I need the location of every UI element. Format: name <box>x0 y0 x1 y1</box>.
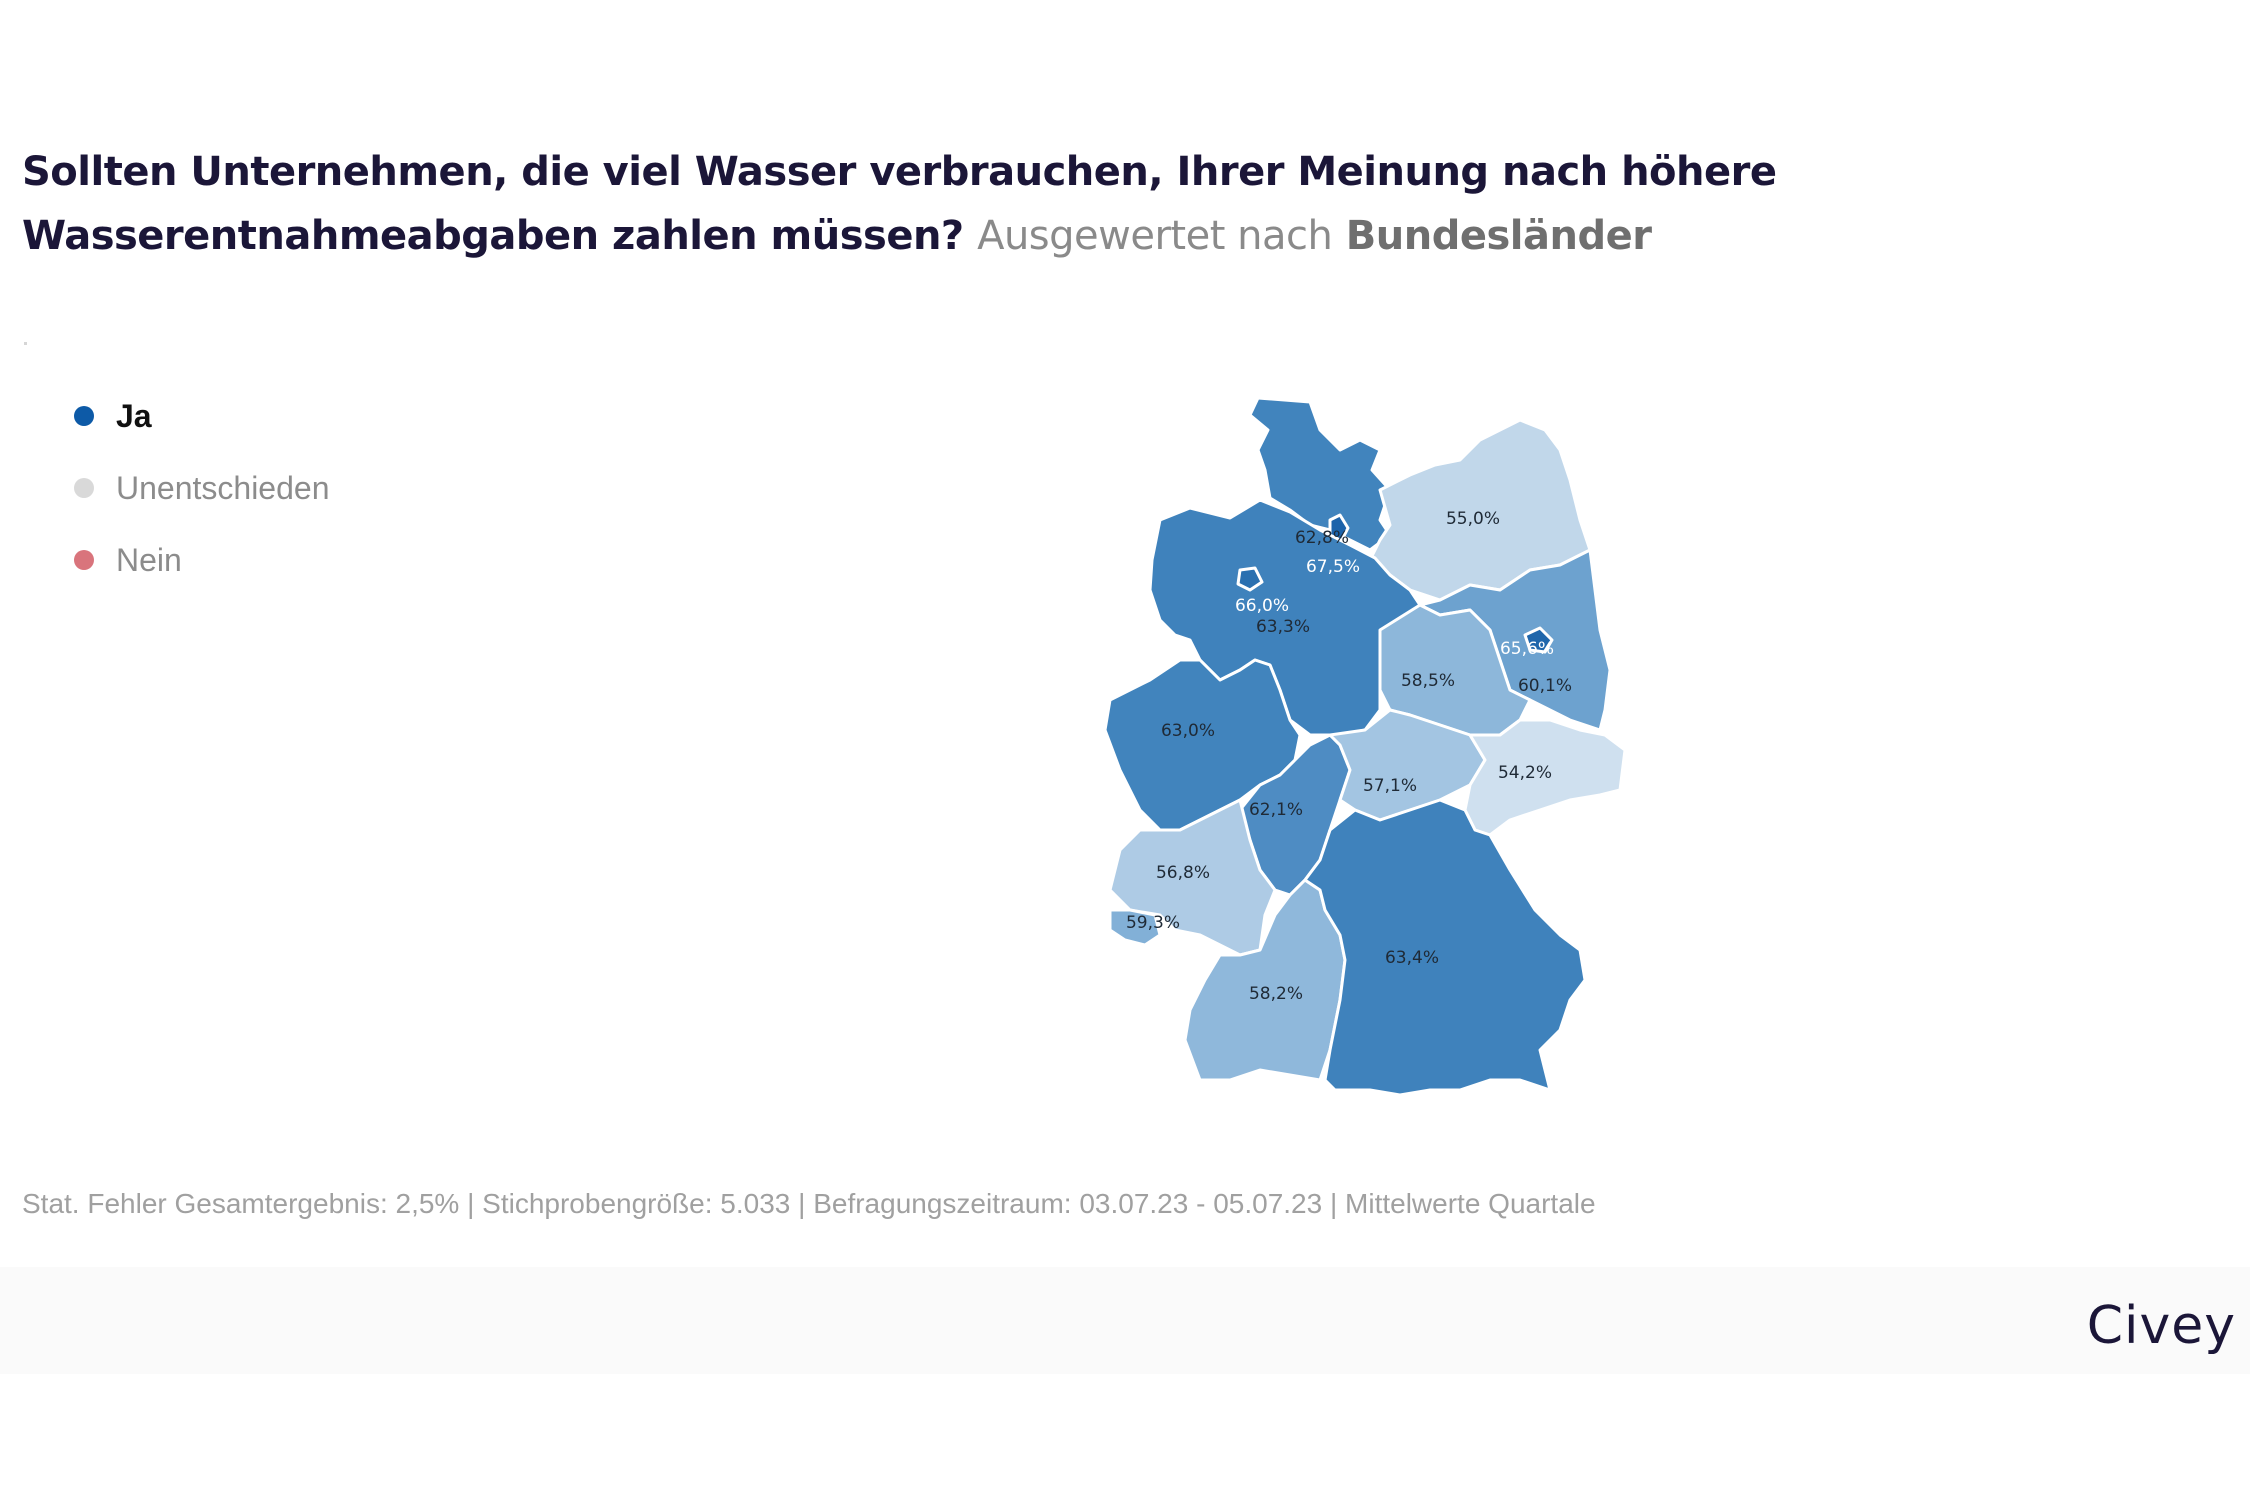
region-saarland[interactable] <box>1108 908 1162 947</box>
label-rheinland-pfalz: 56,8% <box>1156 863 1210 883</box>
label-saarland: 59,3% <box>1126 913 1180 933</box>
subtitle-prefix: Ausgewertet nach <box>977 213 1333 259</box>
region-rheinland-pfalz[interactable] <box>1108 798 1277 957</box>
legend-dot-icon <box>74 550 94 570</box>
legend-label: Nein <box>116 541 182 578</box>
label-bremen: 66,0% <box>1235 596 1289 616</box>
label-sachsen: 54,2% <box>1498 763 1552 783</box>
legend-dot-icon <box>74 478 94 498</box>
region-berlin[interactable] <box>1523 626 1554 654</box>
legend: Ja Unentschieden Nein <box>74 380 329 596</box>
label-nordrhein-westfalen: 63,0% <box>1161 721 1215 741</box>
label-bayern: 63,4% <box>1385 948 1439 968</box>
legend-dot-icon <box>74 406 94 426</box>
decorative-dot <box>24 342 27 345</box>
brand-bar <box>0 1267 2250 1374</box>
label-hamburg: 67,5% <box>1306 557 1360 577</box>
legend-item-nein[interactable]: Nein <box>74 524 329 596</box>
region-bayern[interactable] <box>1303 798 1587 1097</box>
label-thueringen: 57,1% <box>1363 776 1417 796</box>
region-schleswig-holstein[interactable] <box>1248 396 1392 552</box>
label-sachsen-anhalt: 58,5% <box>1401 671 1455 691</box>
label-niedersachsen: 63,3% <box>1256 617 1310 637</box>
germany-map: 62,8% 67,5% 55,0% 66,0% 63,3% 65,6% 60,1… <box>1090 390 1650 1110</box>
label-brandenburg: 60,1% <box>1518 676 1572 696</box>
label-baden-wuerttemberg: 58,2% <box>1249 984 1303 1004</box>
region-sachsen[interactable] <box>1463 718 1627 837</box>
label-hessen: 62,1% <box>1249 800 1303 820</box>
region-thueringen[interactable] <box>1328 708 1487 822</box>
legend-item-unentschieden[interactable]: Unentschieden <box>74 452 329 524</box>
label-mecklenburg-vorpommern: 55,0% <box>1446 509 1500 529</box>
methodology-note: Stat. Fehler Gesamtergebnis: 2,5% | Stic… <box>22 1188 1596 1219</box>
label-schleswig-holstein: 62,8% <box>1295 528 1349 548</box>
question-text: Sollten Unternehmen, die viel Wasser ver… <box>22 149 1777 259</box>
legend-label: Unentschieden <box>116 469 330 506</box>
region-bremen[interactable] <box>1236 566 1264 592</box>
subtitle-dimension[interactable]: Bundesländer <box>1345 213 1652 259</box>
label-berlin: 65,6% <box>1500 639 1554 659</box>
legend-label: Ja <box>116 397 152 434</box>
legend-item-ja[interactable]: Ja <box>74 380 329 452</box>
chart-title: Sollten Unternehmen, die viel Wasser ver… <box>22 140 1822 268</box>
civey-logo[interactable]: Civey <box>2086 1296 2236 1356</box>
